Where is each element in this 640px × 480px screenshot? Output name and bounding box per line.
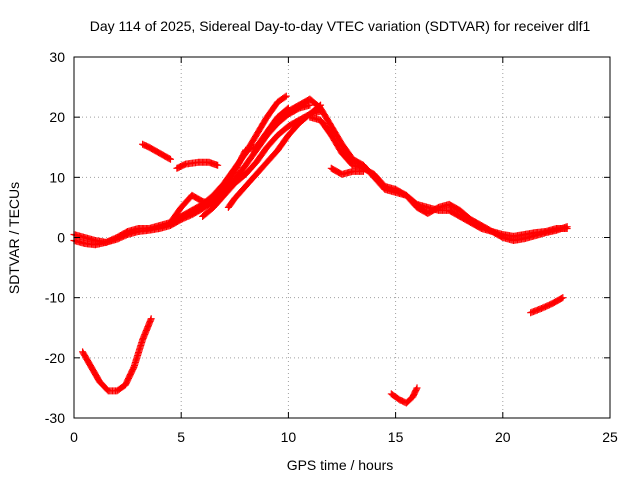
y-tick-label: 10 <box>49 169 65 185</box>
x-tick-label: 10 <box>281 429 297 445</box>
data-point <box>166 155 174 163</box>
y-tick-label: 0 <box>57 230 65 246</box>
y-tick-label: -20 <box>45 350 65 366</box>
y-tick-label: 20 <box>49 109 65 125</box>
x-tick-label: 0 <box>70 429 78 445</box>
series-arc-8 <box>327 164 367 178</box>
series-arc-3 <box>166 104 292 226</box>
series-arc-5 <box>224 101 325 211</box>
x-tick-label: 5 <box>177 429 185 445</box>
data-point <box>563 223 571 231</box>
data-point <box>558 294 566 302</box>
data-point <box>306 101 314 109</box>
x-tick-label: 15 <box>388 429 404 445</box>
data-point <box>359 167 367 175</box>
x-tick-label: 25 <box>602 429 618 445</box>
series-arc-7 <box>306 113 571 245</box>
data-points <box>70 92 571 407</box>
data-point <box>413 384 421 392</box>
plot-border <box>73 56 611 419</box>
data-point <box>165 155 173 163</box>
series-arc-2 <box>70 101 314 249</box>
series-arc-11 <box>79 315 155 395</box>
data-point <box>214 161 222 169</box>
series-arc-9 <box>139 140 174 163</box>
x-axis-label: GPS time / hours <box>287 457 394 473</box>
y-tick-label: -30 <box>45 410 65 426</box>
chart-title: Day 114 of 2025, Sidereal Day-to-day VTE… <box>90 18 591 34</box>
data-point <box>281 93 289 101</box>
x-tick-label: 20 <box>495 429 511 445</box>
data-point <box>412 385 420 393</box>
series-arc-13 <box>527 294 567 317</box>
y-axis-label: SDTVAR / TECUs <box>6 182 22 294</box>
series-arc-12 <box>387 384 421 407</box>
data-point <box>147 315 155 323</box>
data-point <box>282 92 290 100</box>
series-arc-10 <box>173 158 222 172</box>
data-point <box>559 294 567 302</box>
y-tick-label: 30 <box>49 49 65 65</box>
y-tick-label: -10 <box>45 290 65 306</box>
x-axis-ticks: 0 5 10 15 20 25 <box>70 57 618 445</box>
